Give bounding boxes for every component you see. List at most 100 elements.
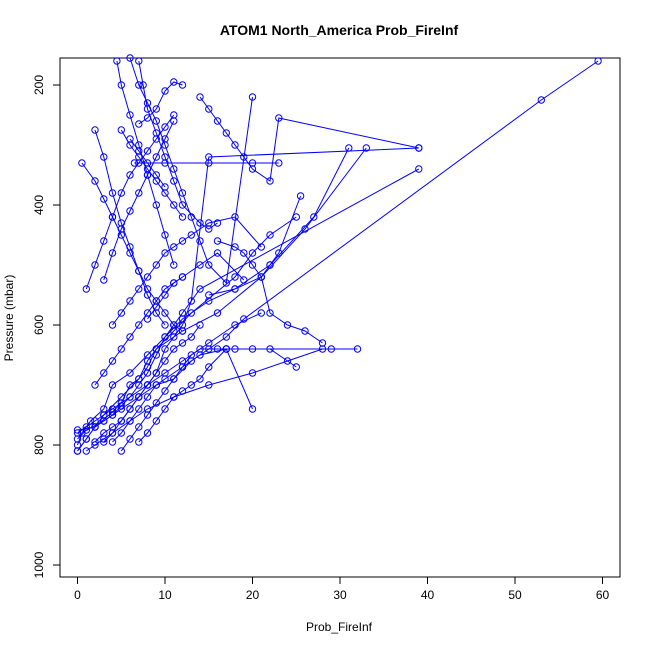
data-point <box>205 261 213 269</box>
data-point <box>213 237 222 245</box>
data-point <box>170 78 178 86</box>
x-tick-label: 10 <box>158 588 172 602</box>
data-point <box>108 411 117 419</box>
data-point <box>231 285 239 293</box>
x-tick-label: 0 <box>74 588 81 602</box>
data-point <box>248 345 257 353</box>
data-point <box>170 393 178 401</box>
data-point <box>152 129 161 137</box>
data-point <box>108 213 117 221</box>
y-tick-label: 1000 <box>32 551 46 578</box>
data-point <box>135 321 143 329</box>
data-point <box>231 321 239 329</box>
series-26 <box>130 159 283 167</box>
data-point <box>117 81 126 89</box>
series-line <box>120 129 183 218</box>
data-point <box>170 375 178 383</box>
data-point <box>231 243 239 251</box>
data-point <box>91 423 99 431</box>
data-point <box>108 321 117 329</box>
data-point <box>275 249 283 257</box>
data-point <box>353 345 362 353</box>
data-point <box>135 381 143 389</box>
x-axis: 0 10 20 30 40 50 60 <box>74 577 609 602</box>
data-point <box>240 153 248 161</box>
data-point <box>126 54 134 62</box>
data-point <box>310 213 318 221</box>
data-point <box>152 105 161 113</box>
data-point <box>113 57 121 65</box>
data-point <box>537 96 545 104</box>
data-point <box>415 165 423 173</box>
data-point <box>117 219 126 227</box>
data-point <box>196 261 204 269</box>
data-point <box>161 333 169 341</box>
data-point <box>126 243 134 251</box>
data-point <box>161 159 169 167</box>
series-9 <box>100 321 204 446</box>
data-point <box>196 351 204 359</box>
data-point <box>205 381 213 389</box>
series-line <box>86 348 358 452</box>
data-point <box>152 369 161 377</box>
data-point <box>292 363 300 371</box>
data-point <box>126 405 134 413</box>
data-point <box>91 126 99 134</box>
data-point <box>187 213 196 221</box>
data-point <box>135 81 143 89</box>
data-point <box>143 411 152 419</box>
data-point <box>318 339 327 347</box>
series-line <box>112 348 297 443</box>
data-point <box>117 189 126 197</box>
x-tick-label: 20 <box>246 588 260 602</box>
data-point <box>100 417 108 425</box>
data-point <box>143 429 152 437</box>
data-point <box>117 231 126 239</box>
data-point <box>196 285 204 293</box>
x-axis-label: Prob_FireInf <box>306 620 373 634</box>
data-point <box>126 417 134 425</box>
data-point <box>222 129 231 137</box>
data-point <box>231 273 239 281</box>
data-point <box>187 381 196 389</box>
data-point <box>161 141 169 149</box>
data-point <box>82 447 91 455</box>
series-27 <box>205 192 305 299</box>
data-point <box>108 249 117 257</box>
data-point <box>161 123 169 131</box>
data-point <box>143 369 152 377</box>
data-point <box>248 369 257 377</box>
data-point <box>117 126 126 134</box>
data-point <box>91 438 99 446</box>
data-point <box>248 405 257 413</box>
data-point <box>117 447 126 455</box>
data-point <box>161 183 169 191</box>
data-point <box>82 435 91 443</box>
data-point <box>126 297 134 305</box>
data-point <box>266 345 274 353</box>
data-point <box>143 291 152 299</box>
data-point <box>117 429 126 437</box>
data-point <box>196 375 204 383</box>
data-point <box>126 435 134 443</box>
data-point <box>135 393 143 401</box>
data-point <box>161 375 169 383</box>
series-17 <box>78 159 187 335</box>
data-point <box>275 159 283 167</box>
data-point <box>161 357 169 365</box>
series-29 <box>143 249 248 323</box>
data-point <box>135 141 143 149</box>
data-point <box>240 276 248 284</box>
data-point <box>187 231 196 239</box>
data-point <box>187 309 196 317</box>
data-point <box>143 351 152 359</box>
data-point <box>170 261 178 269</box>
series-line <box>138 348 253 443</box>
y-axis: 200 400 600 800 1000 <box>32 75 60 578</box>
data-point <box>152 261 161 269</box>
data-point <box>73 426 82 434</box>
y-tick-label: 200 <box>32 75 46 95</box>
data-point <box>108 189 117 197</box>
